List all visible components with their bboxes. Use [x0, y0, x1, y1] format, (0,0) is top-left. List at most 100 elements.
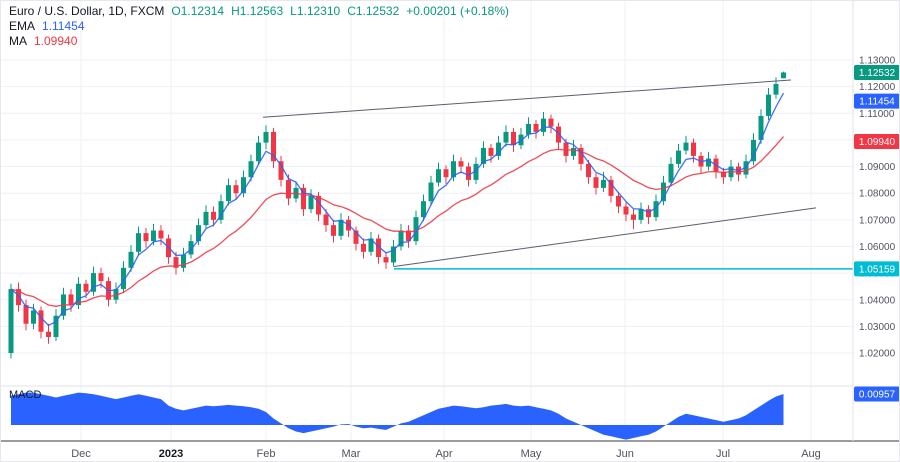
- ma-row: MA 1.09940: [9, 34, 509, 49]
- support-price-label: [854, 261, 899, 277]
- candle-up: [428, 182, 434, 202]
- candle-down: [616, 195, 621, 207]
- ohlc-low: L1.12310: [290, 4, 341, 18]
- candle-up: [8, 289, 14, 354]
- ema-line[interactable]: [10, 92, 785, 327]
- candle-up: [151, 230, 156, 242]
- lower-channel-trendline[interactable]: [393, 207, 817, 267]
- candle-down: [331, 225, 336, 236]
- candle-up: [113, 289, 119, 300]
- time-axis-label: Feb: [257, 448, 276, 460]
- ema-row: EMA 1.11454: [9, 19, 509, 34]
- candle-down: [533, 123, 539, 132]
- time-axis-label: Apr: [435, 448, 452, 460]
- macd-indicator-label[interactable]: MACD: [9, 389, 42, 401]
- candle-down: [361, 243, 366, 252]
- pane-borders: [1, 1, 899, 442]
- candle-down: [556, 126, 561, 143]
- candle-up: [571, 147, 576, 156]
- overlay-lines: [10, 92, 785, 327]
- candle-down: [316, 195, 321, 215]
- candle-up: [773, 83, 779, 95]
- candle-up: [766, 94, 771, 116]
- candle-up: [661, 182, 666, 202]
- symbol-title[interactable]: Euro / U.S. Dollar, 1D, FXCM: [9, 4, 165, 18]
- candle-down: [158, 230, 164, 239]
- candle-up: [53, 315, 59, 338]
- candle-down: [593, 177, 599, 188]
- macd-value-label: [854, 386, 899, 402]
- candle-up: [256, 142, 261, 162]
- price-axis-label: 1.09000: [859, 162, 896, 173]
- candle-up: [218, 201, 224, 220]
- candle-down: [406, 230, 411, 242]
- ma-line[interactable]: [10, 136, 784, 307]
- candle-down: [623, 206, 629, 215]
- symbol-row: Euro / U.S. Dollar, 1D, FXCM O1.12314 H1.1…: [9, 4, 509, 19]
- time-axis[interactable]: Dec 2023 Feb Mar Apr May Jun Jul Aug: [71, 448, 821, 460]
- ema-price-label: [854, 93, 899, 109]
- price-axis-label: 1.13000: [859, 56, 896, 67]
- time-axis-label: Dec: [71, 448, 91, 460]
- ema-price-label-text: 1.11454: [859, 97, 895, 108]
- candle-down: [511, 131, 516, 146]
- candle-down: [376, 238, 381, 258]
- time-axis-label: May: [521, 448, 542, 460]
- candle-up: [226, 185, 231, 202]
- ohlc-open: O1.12314: [171, 4, 225, 18]
- candle-up: [391, 246, 396, 263]
- candle-up: [398, 230, 404, 247]
- candle-down: [173, 257, 179, 268]
- candle-up: [413, 217, 419, 242]
- candle-down: [548, 118, 554, 127]
- candle-down: [608, 179, 614, 196]
- candle-up: [751, 139, 756, 162]
- candle-down: [16, 289, 21, 306]
- candle-up: [743, 161, 749, 175]
- candle-down: [353, 230, 359, 244]
- candle-up: [436, 169, 441, 183]
- candle-up: [188, 241, 194, 255]
- candle-up: [31, 310, 36, 324]
- drawings[interactable]: [262, 79, 853, 270]
- ma-label[interactable]: MA: [9, 34, 27, 48]
- candle-up: [503, 131, 509, 143]
- candle-up: [496, 142, 501, 156]
- price-axis-label: 1.03000: [859, 322, 896, 333]
- time-axis-label: Jul: [716, 448, 730, 460]
- candle-up: [601, 179, 606, 188]
- candle-down: [301, 187, 306, 210]
- last-price-label: [854, 64, 899, 80]
- candle-down: [488, 147, 494, 156]
- candle-down: [646, 209, 651, 218]
- candle-down: [68, 294, 74, 306]
- candle-up: [758, 115, 764, 140]
- candle-up: [241, 177, 246, 194]
- candle-up: [368, 238, 374, 252]
- candle-up: [248, 161, 254, 178]
- candle-up: [76, 283, 81, 306]
- candle-up: [196, 225, 201, 242]
- candle-up: [338, 219, 344, 236]
- candle-up: [676, 150, 681, 164]
- candle-down: [23, 305, 29, 324]
- candle-up: [91, 273, 96, 292]
- candle-up: [308, 195, 314, 210]
- price-label-badges: 1.12532 1.11454 1.09940 1.05159 0.00957: [854, 64, 899, 402]
- chart-legend: Euro / U.S. Dollar, 1D, FXCM O1.12314 H1.1…: [9, 4, 509, 49]
- upper-channel-trendline[interactable]: [262, 79, 792, 118]
- candle-down: [443, 169, 449, 178]
- ema-label[interactable]: EMA: [9, 19, 36, 33]
- candle-up: [203, 211, 209, 226]
- candle-up: [263, 131, 269, 143]
- candle-down: [383, 257, 389, 263]
- candle-up: [473, 163, 479, 180]
- time-axis-label: Aug: [801, 448, 821, 460]
- last-price-label-text: 1.12532: [859, 68, 896, 79]
- candle-down: [271, 131, 276, 162]
- ema-value: 1.11454: [42, 19, 85, 33]
- candle-up: [451, 161, 456, 178]
- price-axis-label: 1.08000: [859, 189, 896, 200]
- time-axis-label: Mar: [342, 448, 361, 460]
